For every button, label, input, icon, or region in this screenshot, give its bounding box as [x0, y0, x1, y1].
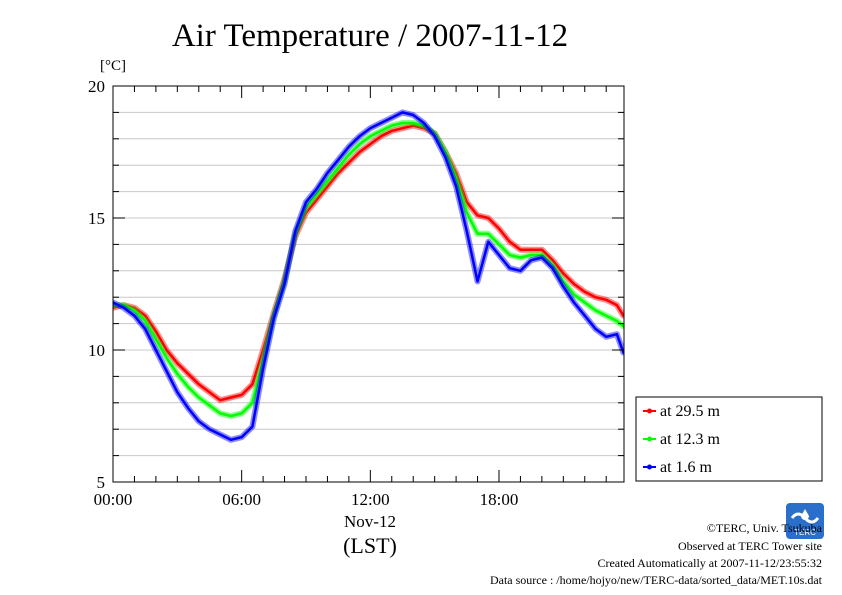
- credit-source: Data source : /home/hojyo/new/TERC-data/…: [490, 573, 823, 587]
- credit-observed: Observed at TERC Tower site: [678, 539, 822, 553]
- series-line-2: [113, 111, 624, 442]
- y-tick-label: 10: [88, 341, 105, 360]
- legend-marker-1: [647, 436, 652, 442]
- y-tick-label: 5: [97, 473, 106, 492]
- y-axis: 5 10 15 20: [88, 77, 624, 492]
- y-axis-unit: [°C]: [100, 58, 126, 74]
- x-axis: 00:00 06:00 12:00 18:00: [94, 86, 607, 509]
- x-tick-label: 18:00: [480, 490, 519, 509]
- credit-created: Created Automatically at 2007-11-12/23:5…: [597, 556, 822, 570]
- legend-marker-2: [647, 464, 652, 470]
- gridlines: [113, 111, 624, 457]
- terc-logo: TERC: [786, 503, 824, 539]
- plot-frame: [112, 85, 625, 483]
- legend: at 29.5 m at 12.3 m at 1.6 m: [635, 396, 823, 482]
- legend-label-2: at 1.6 m: [660, 459, 713, 476]
- series-line-1: [113, 121, 624, 418]
- legend-label-0: at 29.5 m: [660, 403, 721, 420]
- series-lines: [113, 109, 624, 443]
- credit-copyright: ©TERC, Univ. Tsukuba: [707, 521, 823, 535]
- x-axis-label: Nov-12: [344, 512, 396, 531]
- legend-box: [635, 396, 823, 482]
- chart-title: Air Temperature / 2007-11-12: [172, 18, 568, 54]
- series-line-0: [113, 124, 624, 402]
- x-tick-label: 12:00: [351, 490, 390, 509]
- terc-logo-text: TERC: [794, 528, 816, 537]
- y-tick-label: 20: [88, 77, 105, 96]
- y-tick-label: 15: [88, 209, 105, 228]
- x-tick-label: 06:00: [222, 490, 261, 509]
- terc-logo-drop-icon: [801, 509, 809, 520]
- credits: ©TERC, Univ. Tsukuba Observed at TERC To…: [490, 521, 823, 587]
- legend-label-1: at 12.3 m: [660, 431, 721, 448]
- x-tick-label: 00:00: [94, 490, 133, 509]
- terc-logo-icon: [786, 503, 824, 539]
- x-axis-sublabel: (LST): [343, 533, 397, 558]
- legend-marker-0: [647, 408, 652, 414]
